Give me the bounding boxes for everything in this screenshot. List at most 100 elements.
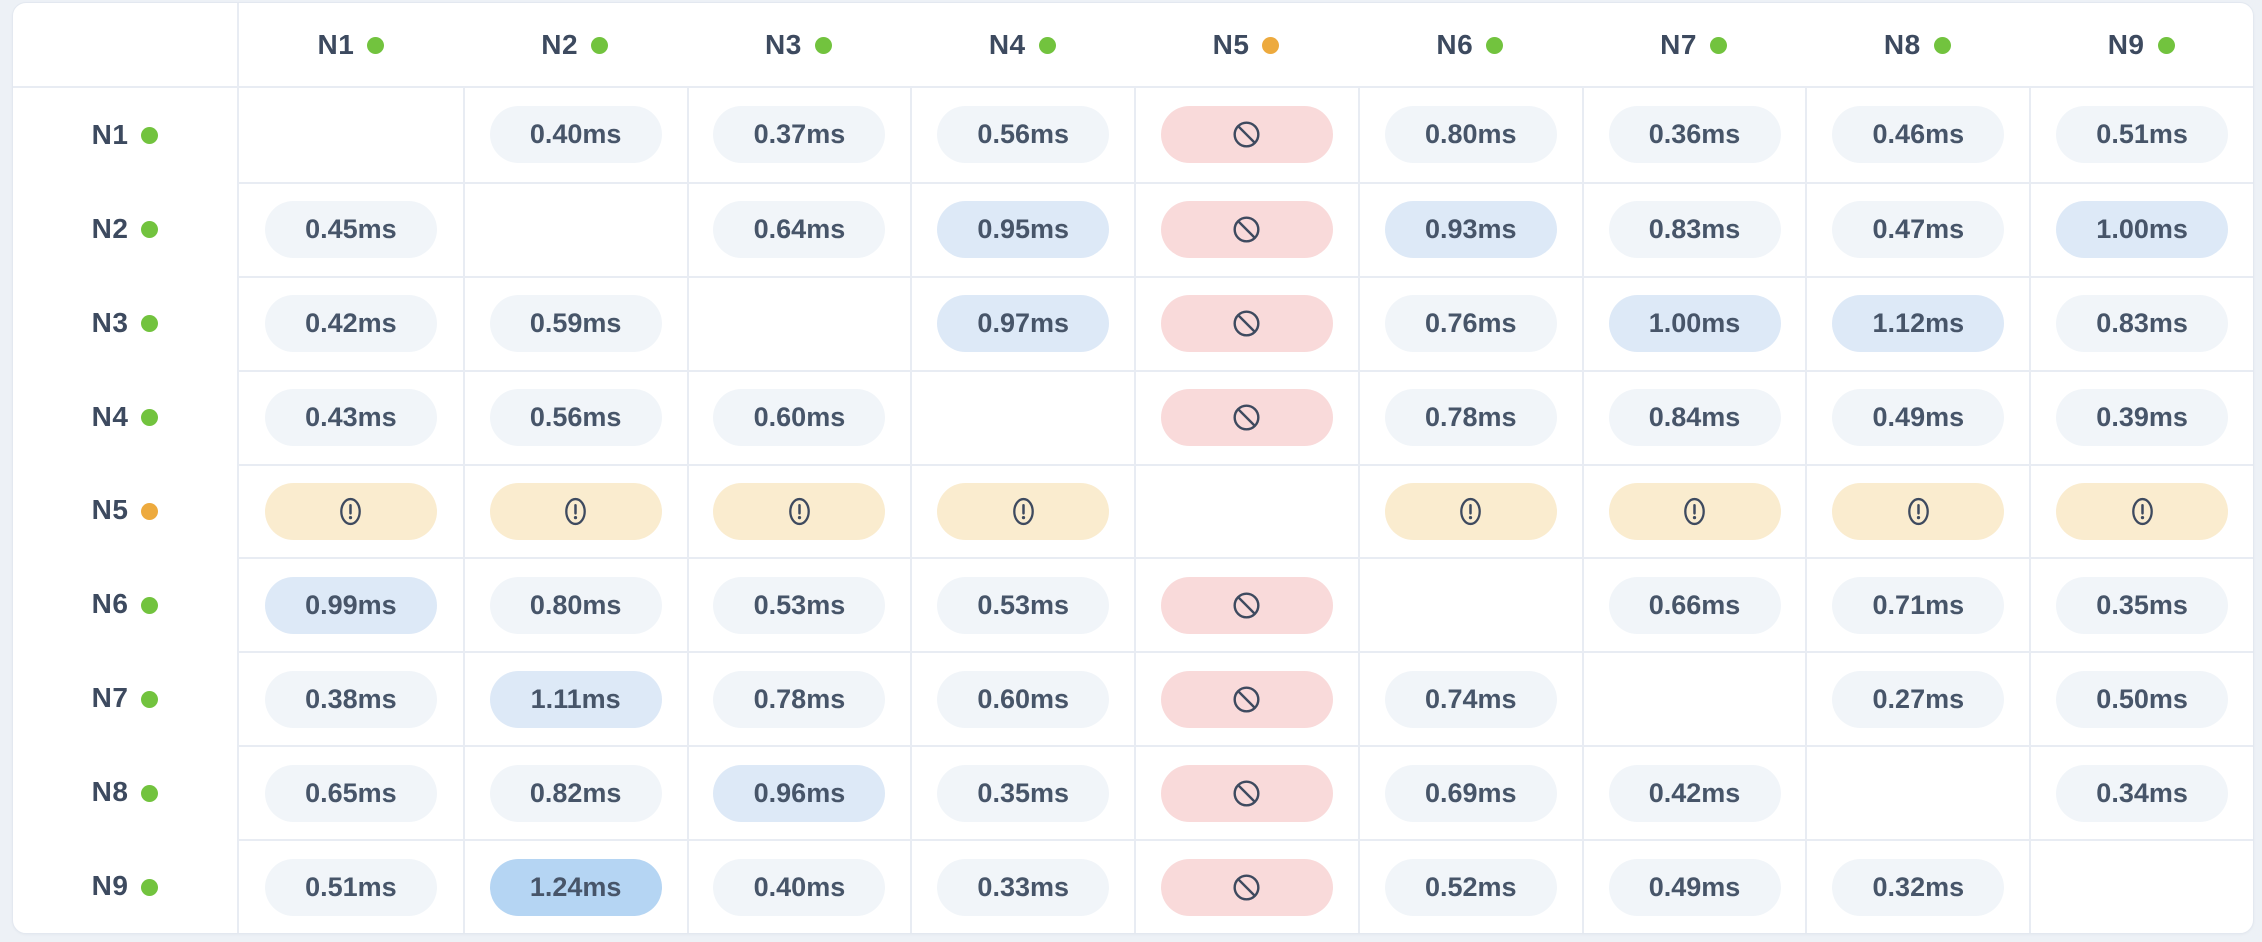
warning-pill[interactable]: [2056, 482, 2229, 540]
column-header-n8: N8: [1805, 3, 2030, 88]
latency-pill[interactable]: 0.39ms: [2056, 389, 2229, 447]
latency-pill[interactable]: 0.51ms: [264, 858, 437, 916]
latency-pill[interactable]: 0.52ms: [1384, 858, 1557, 916]
latency-pill[interactable]: 0.74ms: [1384, 670, 1557, 728]
latency-pill[interactable]: 0.42ms: [264, 295, 437, 353]
latency-pill[interactable]: 0.49ms: [1608, 858, 1781, 916]
matrix-cell: 0.97ms: [910, 275, 1135, 370]
latency-pill[interactable]: 0.35ms: [937, 764, 1110, 822]
latency-pill[interactable]: 0.40ms: [489, 106, 662, 164]
latency-pill[interactable]: 0.71ms: [1832, 576, 2005, 634]
warning-pill[interactable]: [1384, 482, 1557, 540]
latency-pill[interactable]: 0.97ms: [937, 295, 1110, 353]
blocked-pill[interactable]: [1160, 201, 1333, 259]
latency-pill[interactable]: 1.00ms: [1608, 295, 1781, 353]
warning-pill[interactable]: [489, 482, 662, 540]
matrix-cell: [1134, 275, 1358, 370]
latency-pill[interactable]: 0.76ms: [1384, 295, 1557, 353]
warning-pill[interactable]: [937, 482, 1110, 540]
latency-pill[interactable]: 0.51ms: [2056, 106, 2229, 164]
warning-pill[interactable]: [713, 482, 886, 540]
row-header-label: N1: [92, 119, 159, 151]
corner-cell: [13, 3, 239, 88]
latency-pill[interactable]: 0.69ms: [1384, 764, 1557, 822]
row-header-label: N7: [92, 682, 159, 714]
latency-pill[interactable]: 0.47ms: [1832, 201, 2005, 259]
row-header-n7: N7: [13, 651, 239, 746]
latency-pill[interactable]: 0.84ms: [1608, 389, 1781, 447]
warning-pill[interactable]: [264, 482, 437, 540]
latency-pill[interactable]: 0.59ms: [489, 295, 662, 353]
status-dot: [141, 409, 159, 427]
latency-pill[interactable]: 0.53ms: [713, 576, 886, 634]
self-cell: [239, 88, 463, 182]
blocked-pill[interactable]: [1160, 670, 1333, 728]
latency-pill[interactable]: 0.27ms: [1832, 670, 2005, 728]
latency-pill[interactable]: 0.60ms: [713, 389, 886, 447]
latency-pill[interactable]: 0.60ms: [937, 670, 1110, 728]
matrix-cell: 0.83ms: [1581, 181, 1806, 276]
self-cell: [686, 275, 911, 370]
latency-pill[interactable]: 0.32ms: [1832, 858, 2005, 916]
latency-pill[interactable]: 0.56ms: [937, 106, 1110, 164]
matrix-cell: 1.11ms: [462, 651, 687, 746]
latency-pill[interactable]: 0.82ms: [489, 764, 662, 822]
self-cell: [910, 369, 1135, 464]
latency-pill[interactable]: 0.93ms: [1384, 201, 1557, 259]
warning-pill[interactable]: [1832, 482, 2005, 540]
latency-pill[interactable]: 1.00ms: [2056, 201, 2229, 259]
latency-pill[interactable]: 0.96ms: [713, 764, 886, 822]
matrix-cell: 0.49ms: [1805, 369, 2030, 464]
blocked-pill[interactable]: [1160, 389, 1333, 447]
node-name: N8: [91, 776, 129, 808]
latency-pill[interactable]: 0.45ms: [264, 201, 437, 259]
status-dot: [141, 784, 159, 802]
latency-pill[interactable]: 0.78ms: [713, 670, 886, 728]
matrix-cell: [1805, 463, 2030, 558]
blocked-pill[interactable]: [1160, 295, 1333, 353]
blocked-pill[interactable]: [1160, 106, 1333, 164]
latency-pill[interactable]: 0.50ms: [2056, 670, 2229, 728]
latency-pill[interactable]: 0.38ms: [264, 670, 437, 728]
latency-pill[interactable]: 1.12ms: [1832, 295, 2005, 353]
latency-pill[interactable]: 0.65ms: [264, 764, 437, 822]
latency-pill[interactable]: 0.46ms: [1832, 106, 2005, 164]
latency-pill[interactable]: 0.49ms: [1832, 389, 2005, 447]
matrix-cell: 0.53ms: [910, 557, 1135, 652]
latency-pill[interactable]: 0.33ms: [937, 858, 1110, 916]
latency-pill[interactable]: 0.78ms: [1384, 389, 1557, 447]
latency-pill[interactable]: 0.37ms: [713, 106, 886, 164]
matrix-cell: [1357, 463, 1582, 558]
self-cell: [1805, 745, 2030, 840]
latency-pill[interactable]: 0.64ms: [713, 201, 886, 259]
latency-pill[interactable]: 0.43ms: [264, 389, 437, 447]
latency-pill[interactable]: 0.95ms: [937, 201, 1110, 259]
warning-pill[interactable]: [1608, 482, 1781, 540]
latency-pill[interactable]: 0.83ms: [2056, 295, 2229, 353]
latency-pill[interactable]: 0.80ms: [489, 576, 662, 634]
blocked-pill[interactable]: [1160, 764, 1333, 822]
warning-icon: [1683, 496, 1706, 527]
matrix-cell: 0.50ms: [2029, 651, 2253, 746]
row-header-n6: N6: [13, 557, 239, 652]
latency-pill[interactable]: 1.11ms: [489, 670, 662, 728]
node-name: N7: [1660, 28, 1697, 60]
latency-pill[interactable]: 0.99ms: [264, 576, 437, 634]
column-header-n3: N3: [686, 3, 911, 88]
latency-pill[interactable]: 0.35ms: [2056, 576, 2229, 634]
latency-pill[interactable]: 0.66ms: [1608, 576, 1781, 634]
latency-pill[interactable]: 0.83ms: [1608, 201, 1781, 259]
node-name: N7: [91, 682, 129, 714]
column-header-n7: N7: [1581, 3, 1806, 88]
latency-pill[interactable]: 1.24ms: [489, 858, 662, 916]
blocked-pill[interactable]: [1160, 858, 1333, 916]
latency-pill[interactable]: 0.42ms: [1608, 764, 1781, 822]
latency-pill[interactable]: 0.53ms: [937, 576, 1110, 634]
column-header-label: N9: [2108, 29, 2175, 61]
latency-pill[interactable]: 0.40ms: [713, 858, 886, 916]
latency-pill[interactable]: 0.80ms: [1384, 106, 1557, 164]
blocked-pill[interactable]: [1160, 576, 1333, 634]
latency-pill[interactable]: 0.34ms: [2056, 764, 2229, 822]
latency-pill[interactable]: 0.56ms: [489, 389, 662, 447]
latency-pill[interactable]: 0.36ms: [1608, 106, 1781, 164]
